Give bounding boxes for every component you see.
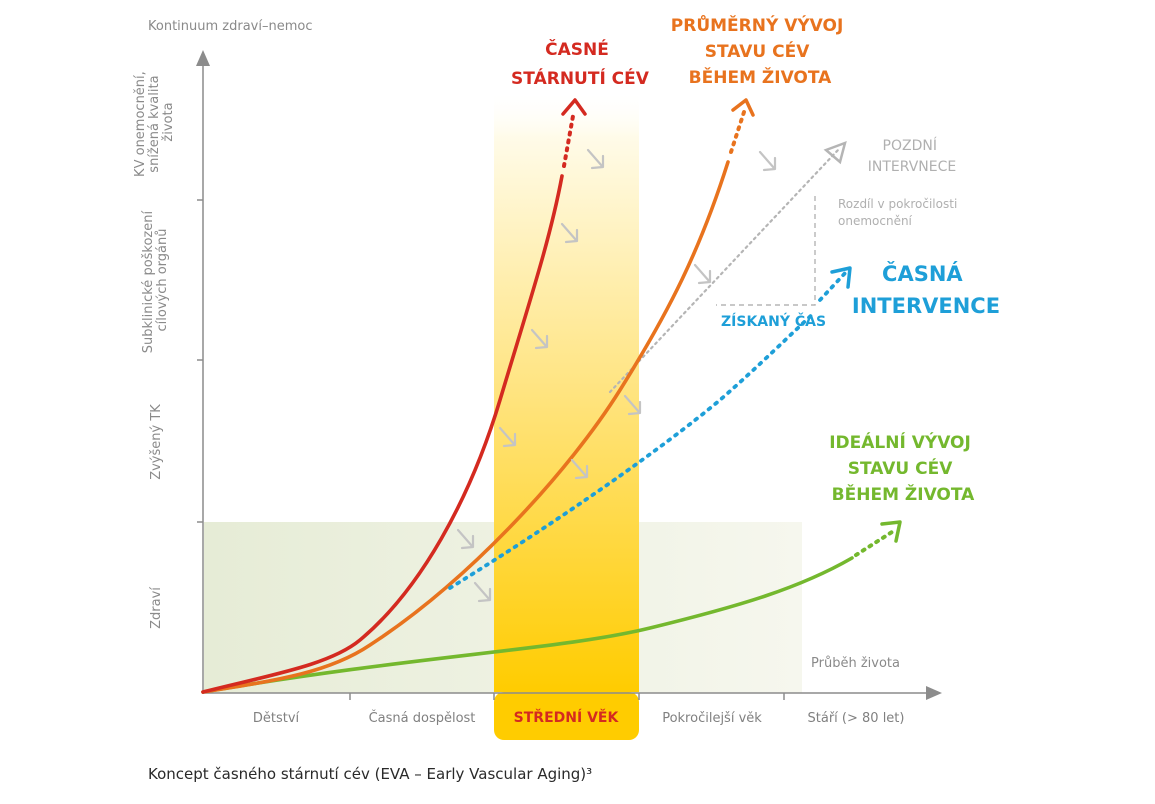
gray-arrow <box>456 528 474 548</box>
y-level-high-bp: Zvýšený TK <box>149 404 164 480</box>
difference-bracket <box>716 196 816 306</box>
x-stage-advanced-age: Pokročilejší věk <box>662 711 762 726</box>
early-aging-curve <box>201 174 564 694</box>
gray-arrow <box>473 581 491 601</box>
x-stage-childhood: Dětství <box>253 711 300 726</box>
early-intervention-arrow-shaft <box>818 269 849 302</box>
x-stage-early-adulthood: Časná dospělost <box>369 710 476 726</box>
gray-arrow <box>586 148 604 168</box>
gray-arrows <box>456 148 777 603</box>
y-level-subclinical: Subklinické poškození cílových orgánů <box>141 207 170 354</box>
y-axis-title: Kontinuum zdraví–nemoc <box>148 19 313 34</box>
gray-arrow <box>498 426 516 446</box>
gray-arrow-head <box>534 334 549 350</box>
average-arrowhead <box>731 98 755 117</box>
average-label: PRŮMĚRNÝ VÝVOJ STAVU CÉV BĚHEM ŽIVOTA <box>671 13 849 88</box>
gray-arrow-head <box>590 154 605 170</box>
early-aging-label: ČASNÉ STÁRNUTÍ CÉV <box>511 38 650 89</box>
gray-arrow-head <box>762 156 777 172</box>
late-intervention-arrowhead <box>823 140 847 165</box>
gray-arrow <box>758 150 776 170</box>
y-axis-arrowhead <box>196 50 210 66</box>
average-curve <box>201 160 730 694</box>
gray-arrow-head <box>460 534 475 550</box>
gray-arrow-head <box>574 464 589 480</box>
gray-arrow-head <box>627 400 642 416</box>
gray-arrow <box>560 222 578 242</box>
gray-arrow-head <box>502 432 517 448</box>
ideal-curve <box>201 556 854 694</box>
gray-arrow <box>623 394 641 414</box>
early-aging-curve-dotted <box>562 114 575 168</box>
x-stage-old-age: Stáří (> 80 let) <box>808 711 905 726</box>
late-intervention-curve <box>608 148 840 394</box>
midlife-band <box>494 90 639 692</box>
gray-arrow-head <box>477 587 492 603</box>
gray-arrow-head <box>697 269 712 285</box>
time-gained-annotation: ZÍSKANÝ ČAS <box>721 312 826 330</box>
gray-arrow <box>570 458 588 478</box>
early-aging-arrowhead <box>561 98 587 116</box>
x-stage-midlife: STŘEDNÍ VĚK <box>514 709 620 726</box>
gray-arrow <box>693 263 711 283</box>
ideal-curve-dotted <box>854 530 894 557</box>
late-intervention-label: POZDNÍ INTERVNECE <box>868 137 956 175</box>
gray-arrow-head <box>564 228 579 244</box>
ideal-arrowhead <box>880 520 902 543</box>
y-level-healthy: Zdraví <box>149 587 164 629</box>
y-level-cv-disease: KV onemocnění, snížená kvalita života <box>133 67 176 177</box>
early-intervention-arrowhead <box>830 266 852 289</box>
ideal-label: IDEÁLNÍ VÝVOJ STAVU CÉV BĚHEM ŽIVOTA <box>829 431 977 505</box>
figure-caption: Koncept časného stárnutí cév (EVA – Earl… <box>148 765 593 783</box>
gray-arrow <box>530 328 548 348</box>
x-axis-arrowhead <box>926 686 942 700</box>
early-intervention-curve <box>448 310 817 590</box>
early-intervention-label: ČASNÁ INTERVENCE <box>852 261 1000 318</box>
x-axis-title: Průběh života <box>811 656 900 671</box>
average-curve-dotted <box>729 110 746 154</box>
difference-annotation: Rozdíl v pokročilosti onemocnění <box>838 197 961 228</box>
midlife-label-box <box>494 692 639 740</box>
